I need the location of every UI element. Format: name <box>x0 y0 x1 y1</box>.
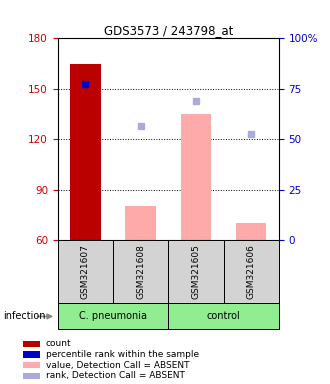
Text: control: control <box>207 311 241 321</box>
Bar <box>236 223 266 240</box>
Bar <box>181 114 211 240</box>
Bar <box>125 207 156 240</box>
Text: count: count <box>46 339 72 348</box>
Text: GSM321608: GSM321608 <box>136 244 145 299</box>
Bar <box>113 240 168 303</box>
Text: rank, Detection Call = ABSENT: rank, Detection Call = ABSENT <box>46 371 185 380</box>
Text: value, Detection Call = ABSENT: value, Detection Call = ABSENT <box>46 361 189 370</box>
Bar <box>58 240 113 303</box>
Bar <box>223 240 279 303</box>
Bar <box>23 341 40 347</box>
Text: GSM321606: GSM321606 <box>247 244 256 299</box>
Bar <box>23 372 40 379</box>
Text: infection: infection <box>3 311 46 321</box>
Bar <box>168 240 224 303</box>
Bar <box>168 303 279 329</box>
Text: percentile rank within the sample: percentile rank within the sample <box>46 350 199 359</box>
Bar <box>23 362 40 368</box>
Title: GDS3573 / 243798_at: GDS3573 / 243798_at <box>104 24 233 37</box>
Text: C. pneumonia: C. pneumonia <box>79 311 147 321</box>
Text: GSM321605: GSM321605 <box>191 244 200 299</box>
Bar <box>70 64 101 240</box>
Bar <box>23 351 40 358</box>
Text: GSM321607: GSM321607 <box>81 244 90 299</box>
Bar <box>58 303 168 329</box>
